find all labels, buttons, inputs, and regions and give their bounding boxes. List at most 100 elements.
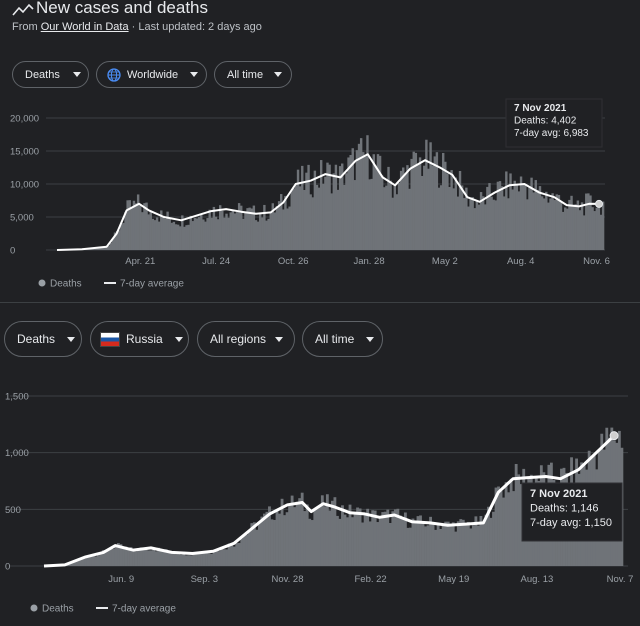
deaths-bar — [401, 518, 405, 566]
deaths-bar — [404, 174, 407, 250]
y-tick-label: 0 — [5, 562, 10, 573]
deaths-bar — [268, 506, 271, 566]
deaths-bar — [328, 510, 332, 566]
deaths-bar — [280, 498, 284, 566]
deaths-bar — [494, 200, 498, 250]
deaths-bar — [260, 516, 264, 566]
deaths-bar — [113, 232, 117, 250]
deaths-bar — [477, 204, 481, 250]
trending-icon — [12, 3, 34, 16]
deaths-bar — [143, 203, 146, 250]
deaths-bar — [528, 186, 531, 250]
deaths-bar — [380, 175, 384, 250]
source-link[interactable]: Our World in Data — [40, 21, 129, 33]
region-dropdown[interactable]: Worldwide — [96, 61, 207, 88]
region-dropdown-label: Worldwide — [127, 68, 179, 81]
deaths-bar — [278, 513, 281, 566]
range-dropdown[interactable]: All time — [214, 61, 292, 88]
deaths-bar — [134, 203, 138, 250]
deaths-bar — [412, 151, 415, 250]
deaths-bar — [183, 226, 186, 250]
deaths-bar — [448, 186, 451, 250]
deaths-bar — [437, 187, 441, 250]
deaths-bar — [193, 218, 197, 250]
deaths-bar — [469, 199, 472, 250]
deaths-bar — [118, 230, 121, 250]
chevron-down-icon — [274, 72, 283, 77]
deaths-bar — [490, 196, 493, 250]
deaths-bar — [599, 214, 603, 250]
deaths-bar — [475, 200, 479, 250]
deaths-bar — [195, 554, 198, 566]
deaths-bar — [298, 186, 302, 250]
y-tick-label: 0 — [10, 246, 15, 257]
deaths-bar — [419, 515, 422, 566]
deaths-bar — [499, 491, 503, 566]
deaths-bar — [492, 511, 495, 566]
deaths-bar — [359, 138, 363, 250]
deaths-bar — [162, 551, 166, 566]
range-dropdown-2[interactable]: All time — [302, 321, 383, 357]
deaths-bar — [576, 200, 580, 250]
deaths-bar — [570, 195, 573, 250]
deaths-bar — [152, 549, 156, 566]
deaths-bar — [366, 508, 370, 566]
deaths-bar — [376, 154, 380, 250]
deaths-bar — [247, 531, 251, 566]
deaths-bar — [524, 184, 527, 250]
deaths-bar — [288, 504, 292, 566]
deaths-bar — [526, 199, 529, 250]
deaths-bar — [106, 550, 110, 566]
deaths-bar — [282, 209, 285, 250]
deaths-bar — [197, 217, 201, 250]
deaths-bar — [441, 525, 445, 566]
deaths-bar — [187, 224, 190, 250]
deaths-bar — [309, 194, 312, 250]
deaths-bar — [225, 213, 228, 250]
deaths-bar — [153, 220, 157, 250]
deaths-bar — [169, 553, 173, 566]
deaths-bar — [341, 163, 344, 250]
deaths-bar — [235, 543, 239, 566]
deaths-bar — [157, 547, 161, 566]
deaths-bar — [212, 552, 216, 566]
deaths-bar — [230, 544, 234, 566]
deaths-bar — [364, 156, 367, 250]
deaths-bar — [277, 201, 281, 250]
deaths-bar — [461, 519, 465, 566]
legend-bars-label: Deaths — [50, 279, 82, 290]
deaths-bar — [189, 215, 192, 250]
deaths-bar — [283, 515, 286, 566]
deaths-bar — [265, 511, 269, 566]
deaths-bar — [229, 212, 232, 250]
deaths-bar — [330, 193, 333, 250]
deaths-bar — [496, 181, 500, 250]
y-tick-label: 10,000 — [10, 180, 39, 191]
deaths-bar — [416, 516, 420, 566]
country-dropdown[interactable]: Russia — [90, 321, 189, 357]
regions-dropdown[interactable]: All regions — [197, 321, 295, 357]
deaths-bar — [200, 214, 203, 250]
deaths-bar — [111, 548, 115, 566]
metric-dropdown[interactable]: Deaths — [12, 61, 89, 88]
deaths-bar — [511, 189, 514, 250]
deaths-bar — [460, 185, 464, 250]
deaths-bar — [141, 212, 144, 250]
deaths-bar — [96, 247, 100, 250]
deaths-bar — [101, 247, 104, 250]
deaths-bar — [408, 188, 411, 250]
worldwide-deaths-chart[interactable]: 0 5,000 10,000 15,000 20,000 Apr. 21 Jul. 24 Oc… — [0, 98, 640, 305]
deaths-bar — [521, 184, 525, 250]
deaths-bar — [174, 554, 178, 566]
deaths-bar — [124, 546, 128, 566]
deaths-bar — [94, 556, 98, 566]
deaths-bar — [308, 518, 312, 566]
deaths-bar — [551, 193, 554, 250]
deaths-bar — [290, 190, 293, 250]
deaths-bar — [159, 549, 163, 566]
metric-dropdown-2[interactable]: Deaths — [4, 321, 82, 357]
deaths-bar — [378, 155, 382, 250]
deaths-bar — [273, 519, 276, 566]
russia-deaths-chart[interactable]: 0 500 1,000 1,500 Jun. 9 Sep. 3 Nov. 28 Feb. 22… — [0, 376, 640, 626]
deaths-bar — [208, 209, 211, 250]
